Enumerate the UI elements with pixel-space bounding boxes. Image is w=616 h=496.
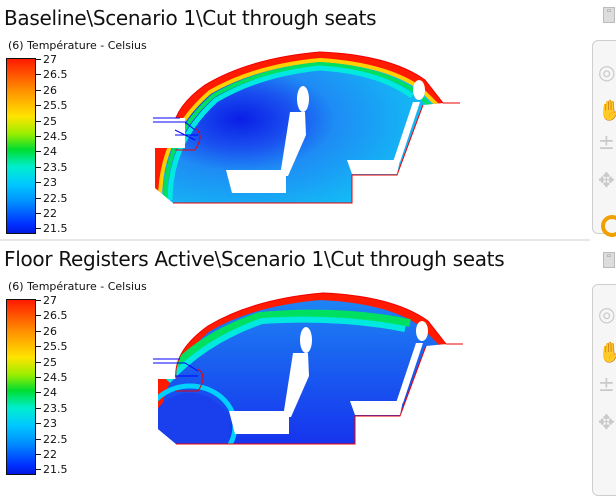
legend-tick: 26 (35, 325, 115, 339)
legend-tick: 24 (35, 145, 115, 159)
legend-tick: 22.5 (35, 433, 115, 447)
orbit-icon[interactable]: ✥ (598, 410, 615, 434)
legend-tick: 25 (35, 115, 115, 129)
legend-tick-label: 24.5 (43, 371, 68, 384)
legend-tick-label: 23.5 (43, 401, 68, 415)
legend-tick: 24.5 (35, 130, 115, 144)
zoom-icon[interactable]: ◎ (598, 302, 616, 326)
orbit-icon[interactable]: ✥ (598, 168, 615, 192)
legend-tick-label: 22.5 (43, 191, 68, 205)
legend-tick: 23 (35, 417, 115, 431)
settings-gear-icon[interactable] (601, 215, 616, 237)
legend-tick-label: 25 (43, 114, 57, 128)
legend-tick: 24.5 (35, 371, 115, 385)
legend-tick-label: 24.5 (43, 130, 68, 143)
legend-tick: 23.5 (35, 402, 115, 416)
view-cube-icon[interactable]: ▭ (603, 252, 615, 268)
legend-tick-label: 24 (43, 386, 57, 400)
legend-tick: 26.5 (35, 68, 115, 82)
legend-tick: 24 (35, 386, 115, 400)
zoom-slider-icon[interactable]: ± (598, 372, 615, 396)
legend-tick-label: 24 (43, 145, 57, 159)
legend-tick-label: 25.5 (43, 340, 68, 354)
dashboard-vent (153, 358, 204, 392)
view-baseline[interactable]: Baseline\Scenario 1\Cut through seats (6… (0, 0, 616, 241)
color-bar (6, 299, 36, 475)
legend-tick-label: 22 (43, 448, 57, 461)
legend-tick-label: 26 (43, 83, 57, 97)
view-title: Floor Registers Active\Scenario 1\Cut th… (4, 247, 505, 271)
pan-hand-icon[interactable]: ✋ (598, 98, 616, 122)
legend-tick-label: 23.5 (43, 160, 68, 174)
legend-tick-label: 26 (43, 324, 57, 338)
legend-tick-label: 27 (43, 53, 57, 66)
legend-tick-label: 26.5 (43, 309, 68, 323)
legend-label: (6) Température - Celsius (8, 39, 147, 52)
legend-tick: 23.5 (35, 161, 115, 175)
legend-tick-label: 22 (43, 207, 57, 220)
legend-tick-label: 21.5 (43, 222, 68, 236)
legend-tick-label: 27 (43, 294, 57, 307)
legend-tick: 22 (35, 448, 115, 462)
legend-tick: 21.5 (35, 222, 115, 236)
legend-tick-label: 25.5 (43, 99, 68, 113)
seats (229, 321, 428, 434)
legend-tick-label: 23 (43, 417, 57, 431)
zoom-slider-icon[interactable]: ± (598, 130, 615, 154)
legend-tick: 26 (35, 84, 115, 98)
navigation-bar[interactable] (592, 40, 616, 234)
pan-hand-icon[interactable]: ✋ (598, 340, 616, 364)
color-bar (6, 58, 36, 234)
navigation-bar[interactable] (592, 284, 616, 496)
legend-tick: 21.5 (35, 463, 115, 477)
legend-tick: 27 (35, 53, 115, 67)
legend-tick-label: 23 (43, 176, 57, 190)
legend-tick-label: 21.5 (43, 463, 68, 477)
cabin-temperature-plot[interactable] (0, 0, 590, 240)
legend-tick: 23 (35, 176, 115, 190)
legend-tick: 26.5 (35, 309, 115, 323)
legend-tick-label: 22.5 (43, 432, 68, 446)
legend-tick: 25 (35, 356, 115, 370)
legend-tick-label: 25 (43, 355, 57, 369)
legend-tick: 25.5 (35, 99, 115, 113)
view-cube-icon[interactable]: ▭ (603, 7, 615, 23)
legend-tick: 25.5 (35, 340, 115, 354)
legend-tick: 27 (35, 294, 115, 308)
legend-tick: 22 (35, 207, 115, 221)
view-divider (0, 239, 590, 241)
view-floor-registers[interactable]: Floor Registers Active\Scenario 1\Cut th… (0, 241, 616, 482)
legend-tick: 22.5 (35, 192, 115, 206)
zoom-icon[interactable]: ◎ (598, 60, 616, 84)
seats (155, 80, 425, 193)
legend-label: (6) Température - Celsius (8, 280, 147, 293)
view-title: Baseline\Scenario 1\Cut through seats (4, 6, 377, 30)
legend-tick-label: 26.5 (43, 68, 68, 82)
dashboard-vent (153, 117, 201, 151)
cabin-temperature-plot[interactable] (0, 241, 590, 482)
